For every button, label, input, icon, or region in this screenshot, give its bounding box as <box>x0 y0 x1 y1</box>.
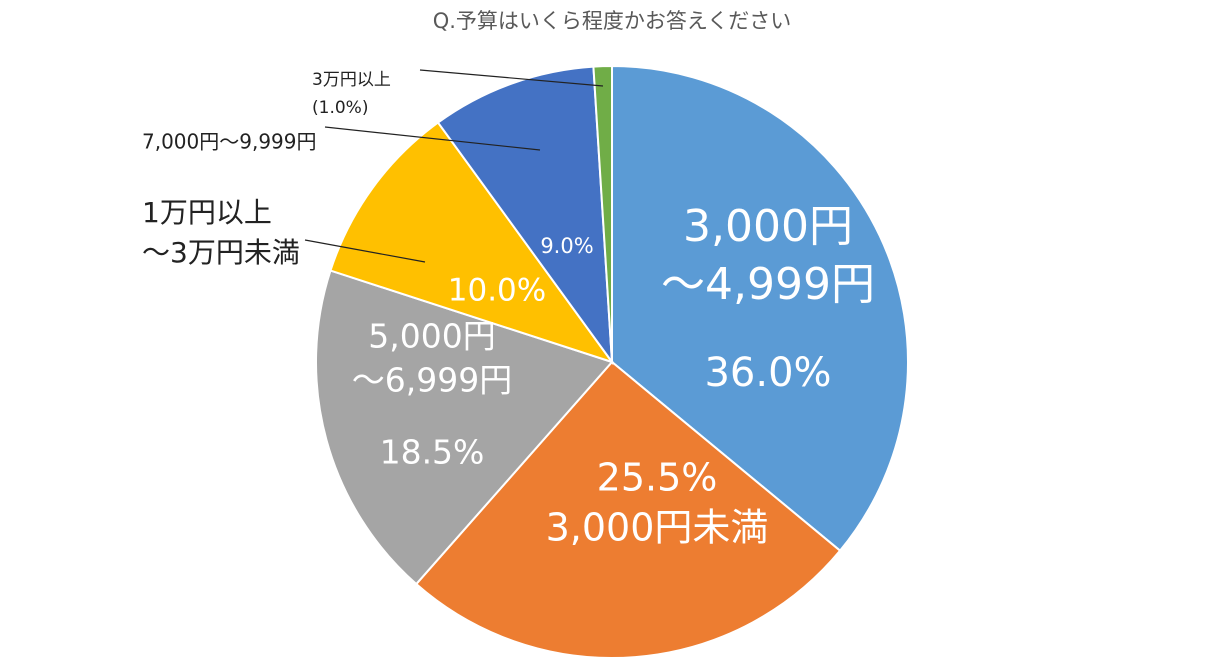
slice-3-pct: 18.5% <box>380 433 485 472</box>
slice-4 <box>329 121 615 364</box>
slice-6 <box>592 64 613 363</box>
slice-3-label-0: 5,000円 <box>368 317 495 356</box>
slice-5-leader-line <box>324 126 541 151</box>
slice-labels: 3,000円 ～4,999円 36.0% 25.5% 3,000円未満 5,000円 ～6,… <box>142 70 875 550</box>
slice-6-label-1: (1.0%) <box>312 98 368 118</box>
slice-4-label-0: 1万円以上 <box>142 196 272 229</box>
slice-4-pct: 10.0% <box>448 273 546 309</box>
slice-1-label-1: ～4,999円 <box>661 259 875 310</box>
slice-1-pct: 36.0% <box>704 350 831 396</box>
slice-6-label-0: 3万円以上 <box>312 70 391 90</box>
slice-4-leader-line <box>304 239 426 263</box>
slice-3-label-1: ～6,999円 <box>352 361 512 400</box>
slice-3 <box>315 269 614 586</box>
slice-5 <box>436 65 614 366</box>
slice-2-pct: 25.5% <box>597 456 718 500</box>
slice-2-label-1: 3,000円未満 <box>546 506 769 550</box>
slice-4-label-1: ～3万円未満 <box>142 236 300 269</box>
leader-lines <box>304 69 604 263</box>
slice-1-label-0: 3,000円 <box>683 201 853 252</box>
chart-title: Q.予算はいくら程度かお答えください <box>433 9 792 33</box>
slice-2 <box>414 360 842 659</box>
slice-5-label-0: 7,000円～9,999円 <box>142 130 317 154</box>
slice-5-pct: 9.0% <box>540 234 593 258</box>
slice-6-leader-line <box>419 69 604 87</box>
slice-1 <box>611 64 909 553</box>
pie-slices <box>315 64 909 659</box>
